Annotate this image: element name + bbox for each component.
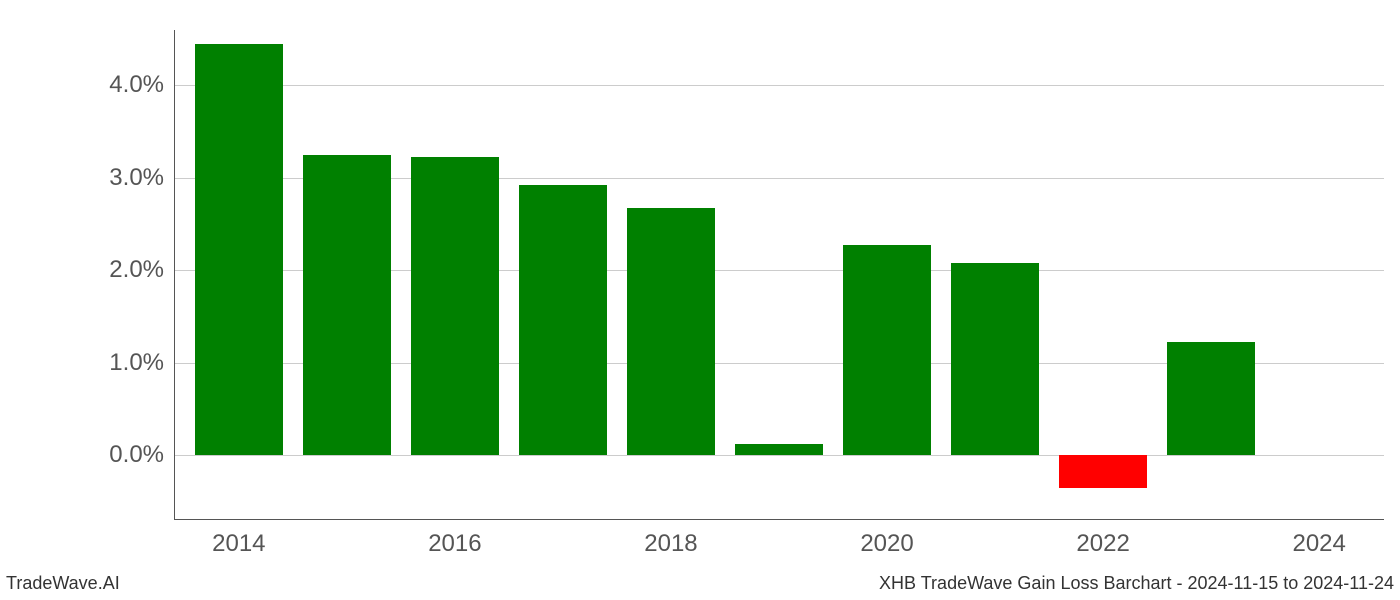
y-tick-label: 0.0% — [84, 441, 164, 469]
bar — [951, 263, 1040, 455]
x-tick-label: 2018 — [644, 530, 697, 558]
x-axis — [174, 519, 1384, 520]
bar — [627, 208, 716, 456]
bar — [735, 444, 824, 455]
footer-brand: TradeWave.AI — [6, 573, 120, 594]
y-tick-label: 1.0% — [84, 349, 164, 377]
plot-area — [174, 30, 1384, 520]
x-tick-label: 2022 — [1076, 530, 1129, 558]
bar — [1059, 455, 1148, 487]
bar — [1167, 342, 1256, 455]
bar — [303, 155, 392, 455]
y-tick-label: 2.0% — [84, 256, 164, 284]
bar — [843, 245, 932, 455]
y-axis — [174, 30, 175, 520]
y-tick-label: 3.0% — [84, 164, 164, 192]
x-tick-label: 2024 — [1292, 530, 1345, 558]
x-tick-label: 2020 — [860, 530, 913, 558]
x-tick-label: 2014 — [212, 530, 265, 558]
gridline — [174, 85, 1384, 86]
x-tick-label: 2016 — [428, 530, 481, 558]
bar-chart: TradeWave.AI XHB TradeWave Gain Loss Bar… — [0, 0, 1400, 600]
footer-caption: XHB TradeWave Gain Loss Barchart - 2024-… — [879, 573, 1394, 594]
bar — [195, 44, 284, 455]
gridline — [174, 455, 1384, 456]
y-tick-label: 4.0% — [84, 71, 164, 99]
bar — [411, 157, 500, 456]
bar — [519, 185, 608, 455]
